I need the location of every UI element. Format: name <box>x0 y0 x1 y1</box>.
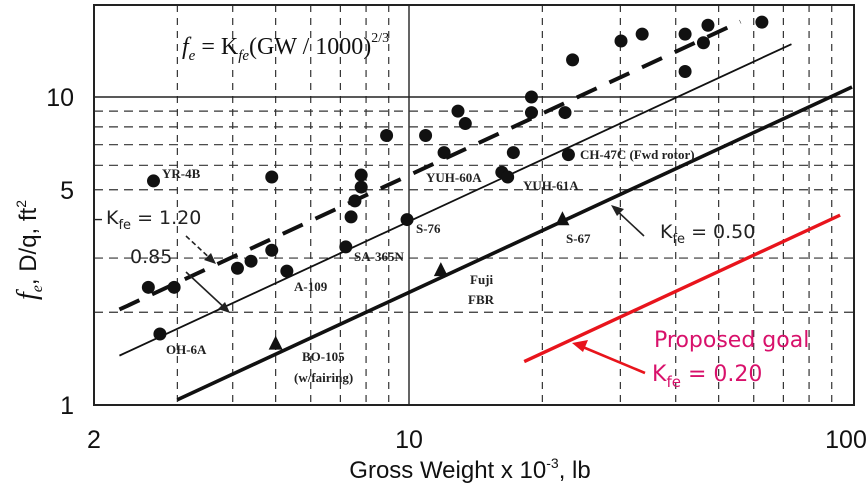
proposed-goal-label: Proposed goal <box>654 328 809 353</box>
plot-frame <box>93 4 855 406</box>
data-point-circle <box>348 194 362 208</box>
data-point-circle <box>244 254 258 268</box>
data-point-circle <box>280 264 294 278</box>
goal-kfe-label: Kfe = 0.20 <box>652 362 762 391</box>
data-point-circle <box>265 170 279 184</box>
y-axis-title: fe, D/q, ft2 <box>12 200 46 300</box>
label-yuh60a: YUH-60A <box>426 170 482 185</box>
kfe-050-label: Kfe = 0.50 <box>660 221 755 247</box>
label-yuh61a: YUH-61A <box>523 178 579 193</box>
y-tick-5: 5 <box>60 177 74 205</box>
kfe-120-arrow <box>185 235 215 263</box>
label-s76: S-76 <box>416 221 441 236</box>
data-point-circle <box>451 104 465 118</box>
data-point-triangle <box>433 262 448 277</box>
data-point-circle <box>458 117 472 131</box>
data-point-circle <box>566 53 580 67</box>
label-oh6a: OH-6A <box>166 342 207 357</box>
data-point-circle <box>419 128 433 142</box>
data-point-circle <box>354 180 368 194</box>
data-point-circle <box>153 327 167 341</box>
label-fuji: Fuji <box>470 272 494 287</box>
data-point-circle <box>561 148 575 162</box>
data-point-circle <box>558 106 572 120</box>
arrowhead-icon <box>611 205 624 216</box>
y-tick-1: 1 <box>60 392 74 420</box>
data-point-triangle <box>555 211 570 226</box>
data-point-circle <box>614 34 628 48</box>
label-ch47c: CH-47C (Fwd rotor) <box>580 147 695 162</box>
x-tick-2: 2 <box>87 426 101 454</box>
data-point-circle <box>678 65 692 79</box>
kfe-085-label: 0.85 <box>130 246 172 268</box>
data-point-circle <box>167 280 181 294</box>
data-point-circle <box>701 18 715 32</box>
data-point-circle <box>635 27 649 41</box>
data-point-circle <box>230 261 244 275</box>
arrowhead-icon <box>572 340 588 352</box>
data-point-circle <box>344 210 358 224</box>
data-point-circle <box>506 146 520 160</box>
label-s67: S-67 <box>566 231 591 246</box>
data-point-circle <box>437 146 451 160</box>
data-point-circle <box>755 15 769 29</box>
label-yr4b: YR-4B <box>162 166 201 181</box>
arrowhead-icon <box>218 302 230 313</box>
kfe-line <box>523 213 841 364</box>
data-point-circle <box>339 240 353 254</box>
data-point-circle <box>400 213 414 227</box>
data-points <box>141 15 769 350</box>
data-point-circle <box>501 170 515 184</box>
data-point-circle <box>265 243 279 257</box>
data-point-circle <box>354 168 368 182</box>
label-sa365n: SA-365N <box>354 249 404 264</box>
data-point-circle <box>524 106 538 120</box>
label-bo105: BO-105 <box>302 349 345 364</box>
label-bo105-fairing: (w/fairing) <box>294 370 353 385</box>
arrowhead-icon <box>204 253 216 264</box>
data-point-circle <box>524 90 538 104</box>
x-tick-100: 100 <box>825 426 866 454</box>
data-point-circle <box>380 128 394 142</box>
data-point-circle <box>678 27 692 41</box>
label-a109: A-109 <box>294 279 328 294</box>
data-point-triangle <box>268 335 283 350</box>
data-point-circle <box>696 36 710 50</box>
kfe-line <box>118 19 742 312</box>
kfe-120-label: Kfe = 1.20 <box>106 207 201 233</box>
kfe-085-arrow <box>185 271 229 312</box>
kfe-line <box>119 43 792 357</box>
label-fbr: FBR <box>468 292 495 307</box>
kfe-lines <box>118 19 853 402</box>
x-axis-title: Gross Weight x 10-3, lb <box>349 455 590 484</box>
grid-lines <box>94 5 854 405</box>
formula: fe = Kfe(GW / 1000)2/3 <box>182 31 389 64</box>
goal-arrow <box>577 343 646 375</box>
kfe-line <box>176 85 853 402</box>
data-point-circle <box>141 280 155 294</box>
x-tick-10: 10 <box>395 426 423 454</box>
y-tick-10: 10 <box>46 84 74 112</box>
data-point-circle <box>146 174 160 188</box>
